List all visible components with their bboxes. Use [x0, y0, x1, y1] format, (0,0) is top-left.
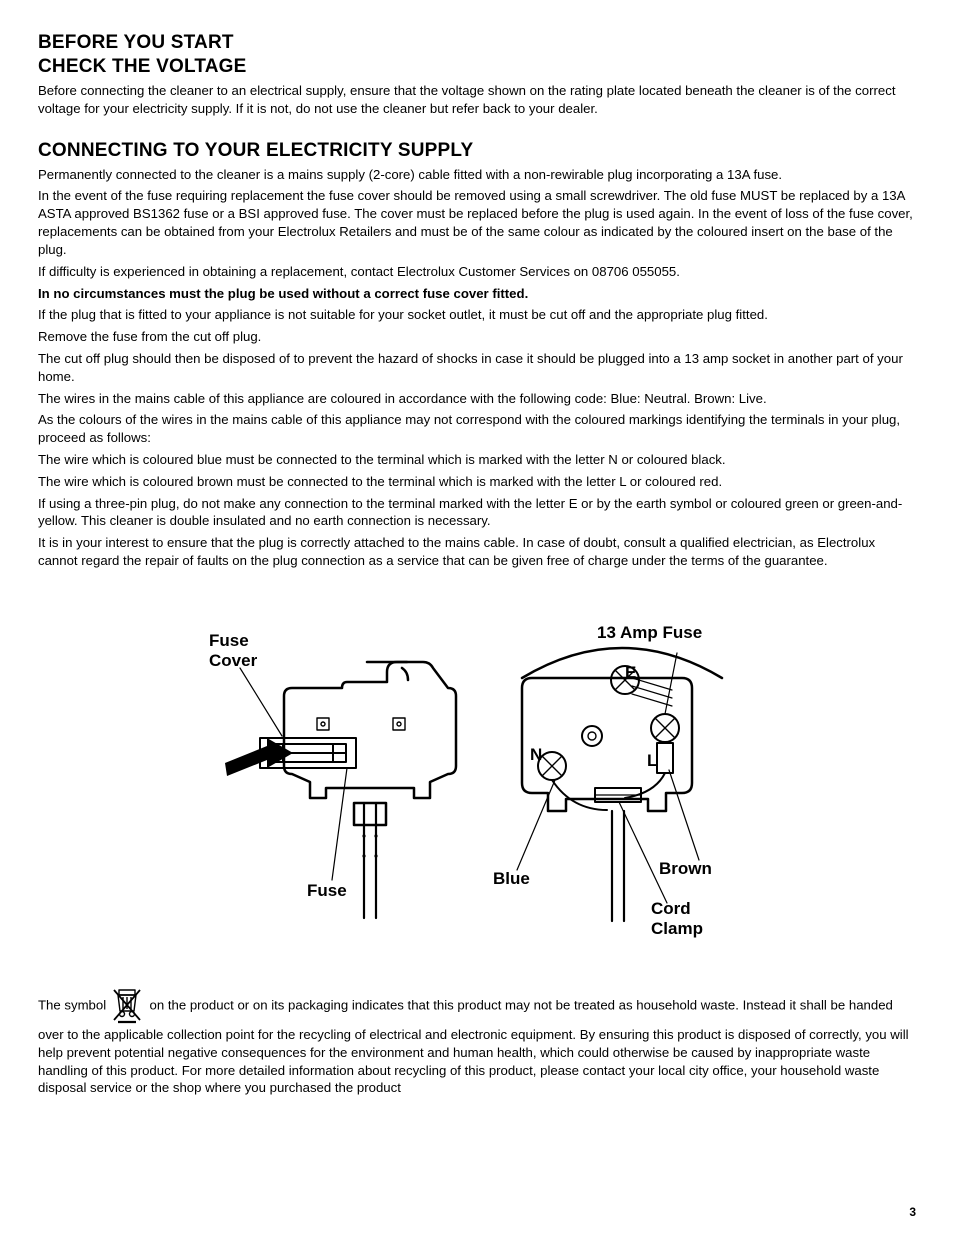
paragraph-conn-11: The wire which is coloured brown must be… — [38, 473, 916, 491]
paragraph-conn-3: If difficulty is experienced in obtainin… — [38, 263, 916, 281]
paragraph-conn-10: The wire which is coloured blue must be … — [38, 451, 916, 469]
label-l: L — [647, 751, 657, 770]
page: BEFORE YOU START CHECK THE VOLTAGE Befor… — [0, 0, 954, 1235]
paragraph-conn-2: In the event of the fuse requiring repla… — [38, 187, 916, 258]
label-amp-fuse: 13 Amp Fuse — [597, 623, 702, 642]
label-fuse: Fuse — [307, 881, 347, 900]
paragraph-conn-1: Permanently connected to the cleaner is … — [38, 166, 916, 184]
label-n: N — [530, 745, 542, 764]
label-fuse-cover-1: Fuse — [209, 631, 249, 650]
paragraph-conn-9: As the colours of the wires in the mains… — [38, 411, 916, 447]
footer-tail: on the product or on its packaging indic… — [38, 997, 909, 1095]
label-blue: Blue — [493, 869, 530, 888]
paragraph-check-voltage: Before connecting the cleaner to an elec… — [38, 82, 916, 118]
label-cord-2: Clamp — [651, 919, 703, 938]
paragraph-conn-4-bold: In no circumstances must the plug be use… — [38, 285, 916, 303]
paragraph-conn-12: If using a three-pin plug, do not make a… — [38, 495, 916, 531]
paragraph-conn-7: The cut off plug should then be disposed… — [38, 350, 916, 386]
heading-connecting: CONNECTING TO YOUR ELECTRICITY SUPPLY — [38, 140, 916, 162]
heading-before-you-start: BEFORE YOU START — [38, 32, 916, 54]
label-brown: Brown — [659, 859, 712, 878]
paragraph-conn-5: If the plug that is fitted to your appli… — [38, 306, 916, 324]
plug-diagram: Fuse Cover Fuse — [38, 618, 916, 938]
paragraph-conn-8: The wires in the mains cable of this app… — [38, 390, 916, 408]
weee-icon — [110, 986, 144, 1026]
footer-paragraph: The symbol on the product or on its pack… — [38, 986, 916, 1097]
page-number: 3 — [909, 1205, 916, 1219]
heading-check-voltage: CHECK THE VOLTAGE — [38, 56, 916, 78]
paragraph-conn-13: It is in your interest to ensure that th… — [38, 534, 916, 570]
label-fuse-cover-2: Cover — [209, 651, 258, 670]
label-cord-1: Cord — [651, 899, 691, 918]
label-e: E — [625, 663, 636, 682]
plug-diagram-svg: Fuse Cover Fuse — [197, 618, 757, 938]
footer-lead: The symbol — [38, 997, 110, 1012]
paragraph-conn-6: Remove the fuse from the cut off plug. — [38, 328, 916, 346]
